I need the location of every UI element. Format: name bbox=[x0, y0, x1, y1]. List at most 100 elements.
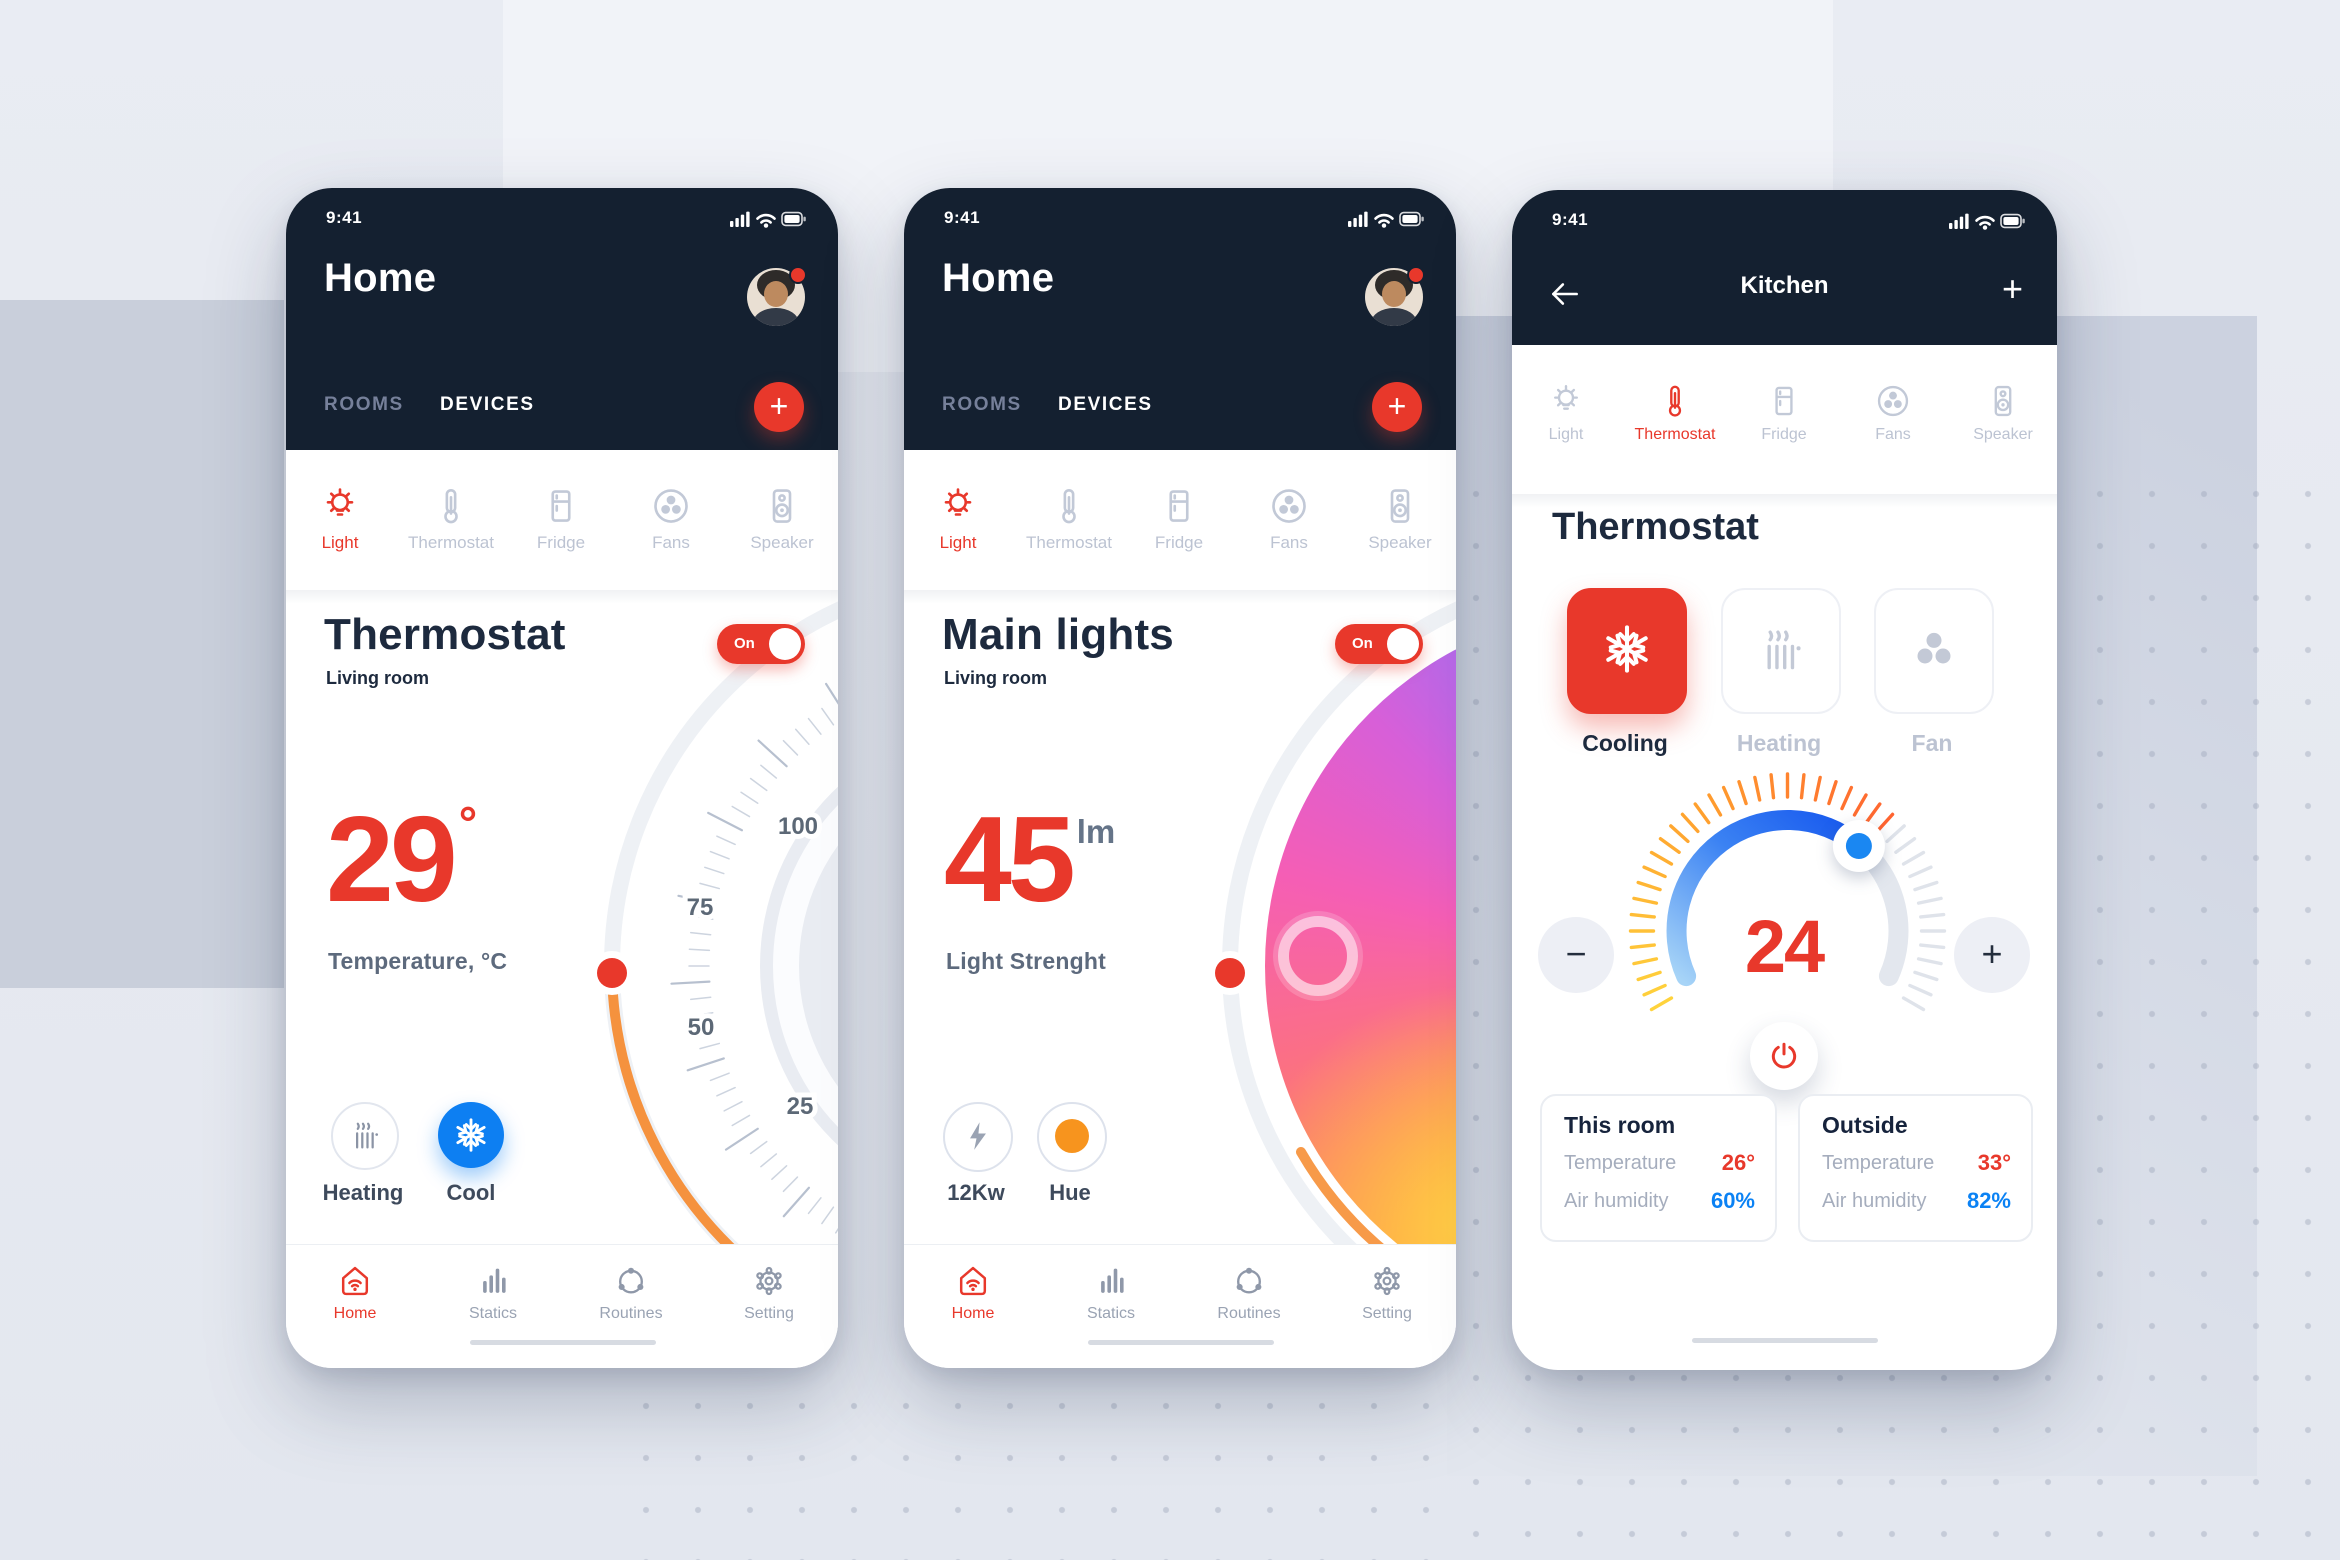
category-thermostat[interactable]: Thermostat bbox=[1014, 486, 1124, 553]
heating-label: Heating bbox=[322, 1180, 404, 1205]
this-room-card: This room Temperature 26° Air humidity 6… bbox=[1540, 1094, 1777, 1242]
nav-statics[interactable]: Statics bbox=[438, 1263, 548, 1323]
bar-chart-icon bbox=[475, 1263, 511, 1299]
nav-setting[interactable]: Setting bbox=[1332, 1263, 1442, 1323]
avatar[interactable] bbox=[747, 266, 807, 326]
home-indicator[interactable] bbox=[1692, 1338, 1878, 1343]
tab-rooms[interactable]: ROOMS bbox=[942, 394, 1022, 415]
divider-shadow bbox=[1512, 494, 2057, 508]
category-fridge[interactable]: Fridge bbox=[506, 486, 616, 553]
dial-label-100: 100 bbox=[778, 813, 818, 840]
category-light[interactable]: Light bbox=[1512, 383, 1621, 444]
toggle-label: On bbox=[734, 635, 755, 652]
decrease-temperature-button[interactable]: − bbox=[1538, 917, 1614, 993]
page-title: Home bbox=[324, 256, 437, 300]
mode-cooling[interactable] bbox=[1567, 588, 1687, 714]
device-on-toggle[interactable]: On bbox=[1335, 624, 1423, 664]
bottom-nav: Home Statics Routines Setting bbox=[286, 1244, 838, 1368]
thermometer-icon bbox=[1049, 486, 1089, 526]
category-speaker[interactable]: Speaker bbox=[1948, 383, 2057, 444]
category-light[interactable]: Light bbox=[286, 486, 395, 553]
light-bulb-icon bbox=[938, 486, 978, 526]
cool-mode-button[interactable] bbox=[438, 1102, 504, 1168]
divider-shadow bbox=[904, 590, 1456, 604]
phone1-header: 9:41 Home ROOMS DEVICES + bbox=[286, 188, 838, 450]
tab-rooms[interactable]: ROOMS bbox=[324, 394, 404, 415]
phone-screen-lights: 9:41 Home ROOMS DEVICES + Light bbox=[904, 188, 1456, 1368]
phone-screen-kitchen: 9:41 Kitchen + Light Thermostat Fridge F… bbox=[1512, 190, 2057, 1370]
device-on-toggle[interactable]: On bbox=[717, 624, 805, 664]
category-thermostat[interactable]: Thermostat bbox=[396, 486, 506, 553]
device-room: Living room bbox=[326, 668, 429, 688]
background-left-rectangle bbox=[0, 300, 284, 988]
nav-home[interactable]: Home bbox=[300, 1263, 410, 1323]
category-light[interactable]: Light bbox=[904, 486, 1013, 553]
category-bar: Light Thermostat Fridge Fans Speaker bbox=[904, 450, 1456, 590]
category-fans[interactable]: Fans bbox=[616, 486, 726, 553]
category-fridge[interactable]: Fridge bbox=[1729, 383, 1839, 444]
hue-color-dot bbox=[1055, 1119, 1089, 1153]
wheel-handle[interactable] bbox=[1215, 958, 1245, 988]
speaker-icon bbox=[1380, 486, 1420, 526]
tab-devices[interactable]: DEVICES bbox=[1058, 394, 1153, 415]
home-indicator[interactable] bbox=[470, 1340, 656, 1345]
add-device-button[interactable]: + bbox=[1372, 382, 1422, 432]
outside-card: Outside Temperature 33° Air humidity 82% bbox=[1798, 1094, 2033, 1242]
nav-statics[interactable]: Statics bbox=[1056, 1263, 1166, 1323]
tab-devices[interactable]: DEVICES bbox=[440, 394, 535, 415]
fan-icon bbox=[1875, 383, 1911, 419]
gear-icon bbox=[751, 1263, 787, 1299]
category-fans[interactable]: Fans bbox=[1838, 383, 1948, 444]
bar-chart-icon bbox=[1093, 1263, 1129, 1299]
nav-routines[interactable]: Routines bbox=[576, 1263, 686, 1323]
status-time: 9:41 bbox=[1552, 210, 1589, 229]
mode-fan[interactable] bbox=[1874, 588, 1994, 714]
heating-label: Heating bbox=[1736, 730, 1822, 756]
avatar[interactable] bbox=[1365, 266, 1425, 326]
temperature-row-value: 33° bbox=[1977, 1150, 2011, 1175]
hue-button[interactable] bbox=[1037, 1102, 1107, 1172]
add-button[interactable]: + bbox=[2001, 268, 2023, 309]
power-usage-button[interactable] bbox=[943, 1102, 1013, 1172]
device-title: Main lights bbox=[942, 610, 1174, 659]
thermometer-icon bbox=[1657, 383, 1693, 419]
routines-icon bbox=[613, 1263, 649, 1299]
gauge-handle[interactable] bbox=[1845, 833, 1872, 859]
heating-mode-button[interactable] bbox=[331, 1102, 399, 1170]
speaker-icon bbox=[1985, 383, 2021, 419]
radiator-icon bbox=[1754, 622, 1808, 676]
category-fans[interactable]: Fans bbox=[1234, 486, 1344, 553]
humidity-row-value: 82% bbox=[1966, 1188, 2011, 1213]
light-bulb-icon bbox=[320, 486, 360, 526]
toggle-knob bbox=[769, 628, 801, 660]
nav-routines[interactable]: Routines bbox=[1194, 1263, 1304, 1323]
light-bulb-icon bbox=[1548, 383, 1584, 419]
status-icons bbox=[730, 210, 806, 228]
category-speaker[interactable]: Speaker bbox=[1345, 486, 1455, 553]
mode-heating[interactable] bbox=[1721, 588, 1841, 714]
card-title: Outside bbox=[1822, 1112, 1908, 1138]
category-thermostat[interactable]: Thermostat bbox=[1620, 383, 1730, 444]
home-wifi-icon bbox=[955, 1263, 991, 1299]
divider-shadow bbox=[286, 590, 838, 604]
category-speaker[interactable]: Speaker bbox=[727, 486, 837, 553]
add-device-button[interactable]: + bbox=[754, 382, 804, 432]
nav-setting[interactable]: Setting bbox=[714, 1263, 824, 1323]
notification-badge bbox=[789, 266, 807, 284]
card-title: This room bbox=[1564, 1112, 1676, 1138]
humidity-row-label: Air humidity bbox=[1822, 1190, 1927, 1212]
color-selector-ring[interactable] bbox=[1278, 916, 1358, 996]
temperature-row-value: 26° bbox=[1721, 1150, 1755, 1175]
toggle-label: On bbox=[1352, 635, 1373, 652]
increase-temperature-button[interactable]: + bbox=[1954, 917, 2030, 993]
thermometer-icon bbox=[431, 486, 471, 526]
power-button[interactable] bbox=[1750, 1022, 1818, 1090]
fan-icon bbox=[651, 486, 691, 526]
dial-handle[interactable] bbox=[597, 958, 627, 988]
home-indicator[interactable] bbox=[1088, 1340, 1274, 1345]
nav-home[interactable]: Home bbox=[918, 1263, 1028, 1323]
power-usage-label: 12Kw bbox=[947, 1180, 1005, 1205]
category-fridge[interactable]: Fridge bbox=[1124, 486, 1234, 553]
fridge-icon bbox=[1159, 486, 1199, 526]
